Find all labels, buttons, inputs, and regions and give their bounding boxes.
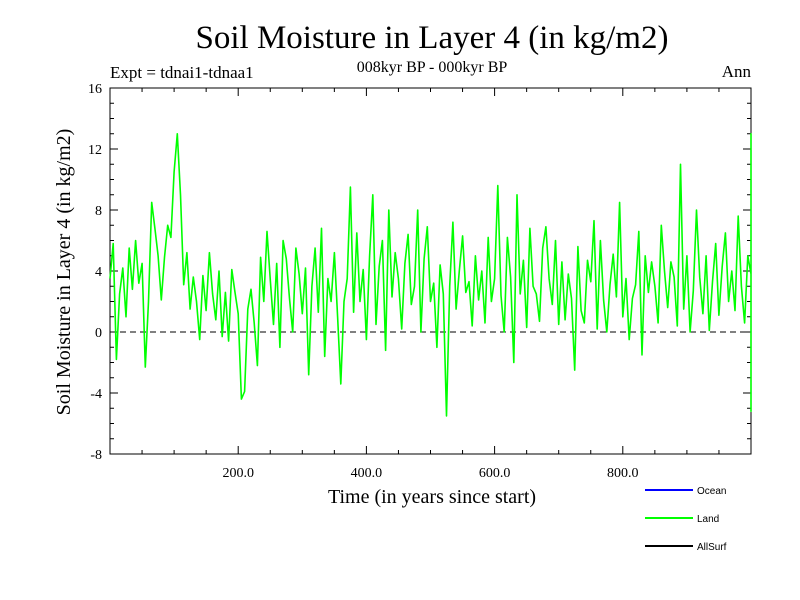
y-tick-label: 12 — [88, 143, 102, 158]
chart-subtitle: 008kyr BP - 000kyr BP — [357, 59, 508, 76]
chart-title: Soil Moisture in Layer 4 (in kg/m2) — [196, 20, 669, 56]
y-tick-label: 8 — [95, 204, 102, 219]
y-tick-label: -8 — [90, 448, 102, 463]
legend: Ocean Land AllSurf — [645, 486, 727, 553]
x-axis-label: Time (in years since start) — [328, 486, 536, 508]
y-tick-label: 16 — [88, 82, 102, 97]
y-tick-label: 0 — [95, 326, 102, 341]
legend-label-land: Land — [697, 514, 719, 525]
y-tick-label: 4 — [95, 265, 102, 280]
x-tick-label: 400.0 — [351, 466, 383, 481]
y-tick-label: -4 — [90, 387, 102, 402]
x-tick-label: 800.0 — [607, 466, 639, 481]
x-axis-ticks: 200.0 400.0 600.0 800.0 — [141, 88, 720, 481]
legend-label-allsurf: AllSurf — [697, 542, 727, 553]
period-label: Ann — [722, 62, 752, 81]
series-land-line — [109, 133, 752, 417]
x-tick-label: 600.0 — [479, 466, 511, 481]
experiment-label: Expt = tdnai1-tdnaa1 — [110, 63, 254, 82]
plot-frame — [109, 87, 752, 455]
y-axis-label: Soil Moisture in Layer 4 (in kg/m2) — [53, 129, 75, 416]
legend-label-ocean: Ocean — [697, 486, 726, 497]
x-tick-label: 200.0 — [222, 466, 254, 481]
